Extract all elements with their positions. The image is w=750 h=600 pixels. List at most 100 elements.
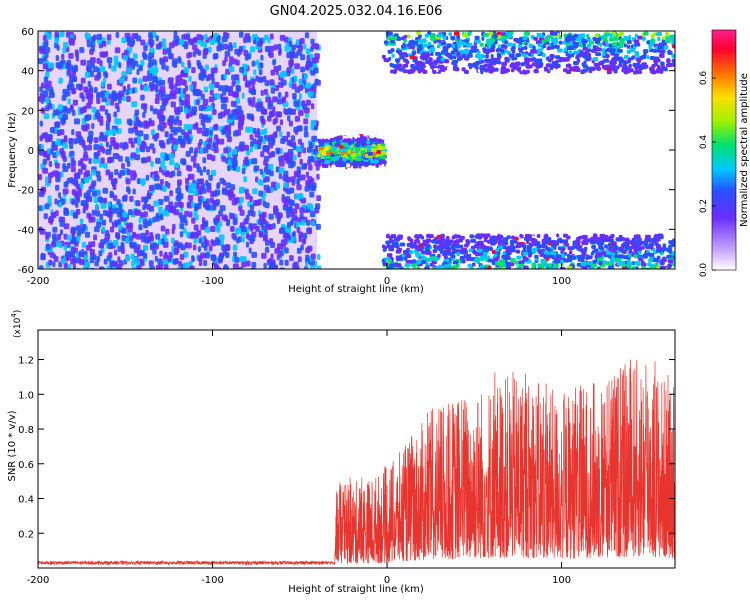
heatmap-cell [189, 39, 195, 46]
heatmap-cell [484, 257, 489, 262]
heatmap-cell [60, 151, 66, 158]
heatmap-cell [260, 90, 264, 97]
heatmap-cell [145, 229, 149, 236]
heatmap-cell [225, 182, 232, 189]
heatmap-cell [298, 44, 303, 51]
heatmap-cell [303, 131, 309, 138]
heatmap-cell [152, 70, 157, 77]
heatmap-cell [127, 226, 133, 233]
heatmap-cell [619, 59, 625, 64]
heatmap-cell [557, 268, 562, 269]
heatmap-cell [76, 235, 81, 242]
heatmap-cell [307, 176, 313, 183]
heatmap-cell [478, 56, 482, 61]
heatmap-cell [208, 174, 213, 181]
heatmap-cell [456, 51, 461, 56]
heatmap-cell [231, 80, 236, 87]
heatmap-cell [40, 144, 44, 151]
heatmap-cell [177, 179, 182, 186]
heatmap-cell [496, 52, 502, 57]
heatmap-cell [653, 62, 659, 67]
heatmap-cell [87, 144, 92, 151]
heatmap-cell [140, 84, 144, 91]
heatmap-cell [225, 131, 231, 138]
heatmap-cell [38, 149, 45, 156]
heatmap-cell [47, 148, 51, 155]
heatmap-cell [241, 261, 247, 268]
heatmap-cell [66, 90, 71, 97]
heatmap-cell [421, 255, 426, 260]
heatmap-cell [565, 63, 572, 68]
heatmap-cell [595, 33, 599, 38]
heatmap-cell [402, 63, 407, 68]
heatmap-cell [230, 184, 236, 191]
heatmap-cell [489, 236, 493, 241]
heatmap-cell [170, 126, 177, 133]
heatmap-cell [95, 210, 101, 217]
heatmap-cell [611, 42, 618, 47]
heatmap-cell [300, 244, 304, 251]
heatmap-cell [658, 53, 665, 58]
heatmap-cell [253, 69, 257, 76]
heatmap-cell [572, 243, 576, 248]
heatmap-cell [80, 77, 86, 84]
heatmap-cell [642, 36, 646, 41]
heatmap-cell [202, 124, 206, 131]
heatmap-cell [138, 78, 143, 85]
heatmap-cell [161, 238, 165, 245]
heatmap-cell [510, 31, 514, 36]
heatmap-cell [173, 144, 178, 151]
heatmap-cell [162, 56, 169, 63]
heatmap-cell [52, 261, 56, 268]
heatmap-cell [143, 211, 148, 218]
heatmap-cell [55, 62, 60, 69]
heatmap-cell [75, 194, 80, 201]
heatmap-cell [288, 140, 292, 147]
heatmap-cell [232, 148, 238, 155]
heatmap-cell [239, 256, 245, 263]
heatmap-cell [142, 204, 146, 211]
heatmap-cell [149, 143, 155, 150]
heatmap-cell [609, 259, 615, 264]
heatmap-cell [211, 155, 216, 162]
heatmap-cell [447, 250, 452, 255]
heatmap-cell [648, 245, 654, 250]
heatmap-cell [417, 44, 423, 49]
heatmap-cell [668, 240, 674, 245]
heatmap-cell [605, 40, 609, 45]
heatmap-cell [232, 263, 239, 269]
heatmap-cell [178, 120, 182, 127]
heatmap-cell [610, 234, 615, 239]
colorbar-tick-label: 0.2 [699, 199, 709, 213]
heatmap-cell [544, 246, 549, 251]
heatmap-cell [268, 51, 274, 58]
heatmap-cell [187, 62, 192, 69]
heatmap-cell [658, 42, 665, 47]
heatmap-cell [294, 128, 299, 135]
heatmap-cell [279, 119, 284, 126]
heatmap-cell [567, 69, 571, 74]
heatmap-cell [303, 43, 307, 50]
heatmap-cell [425, 250, 432, 255]
colorbar-tick-label: 0.6 [699, 71, 709, 86]
heatmap-cell [184, 107, 189, 114]
heatmap-cell [504, 68, 511, 73]
heatmap-cell [103, 197, 107, 204]
heatmap-cell [650, 38, 656, 43]
heatmap-cell [221, 36, 228, 43]
heatmap-cell [150, 129, 155, 136]
heatmap-cell [60, 117, 67, 124]
heatmap-cell [293, 75, 298, 82]
heatmap-cell [245, 214, 250, 221]
heatmap-cell [628, 63, 632, 68]
heatmap-cell [49, 251, 55, 258]
heatmap-cell [48, 160, 53, 167]
heatmap-cell [183, 33, 189, 40]
heatmap-cell [474, 35, 480, 40]
heatmap-cell [594, 39, 601, 44]
heatmap-cell [335, 138, 340, 143]
heatmap-cell [253, 165, 260, 172]
heatmap-cell [439, 249, 446, 254]
heatmap-cell [515, 39, 520, 44]
heatmap-cell [426, 233, 431, 238]
